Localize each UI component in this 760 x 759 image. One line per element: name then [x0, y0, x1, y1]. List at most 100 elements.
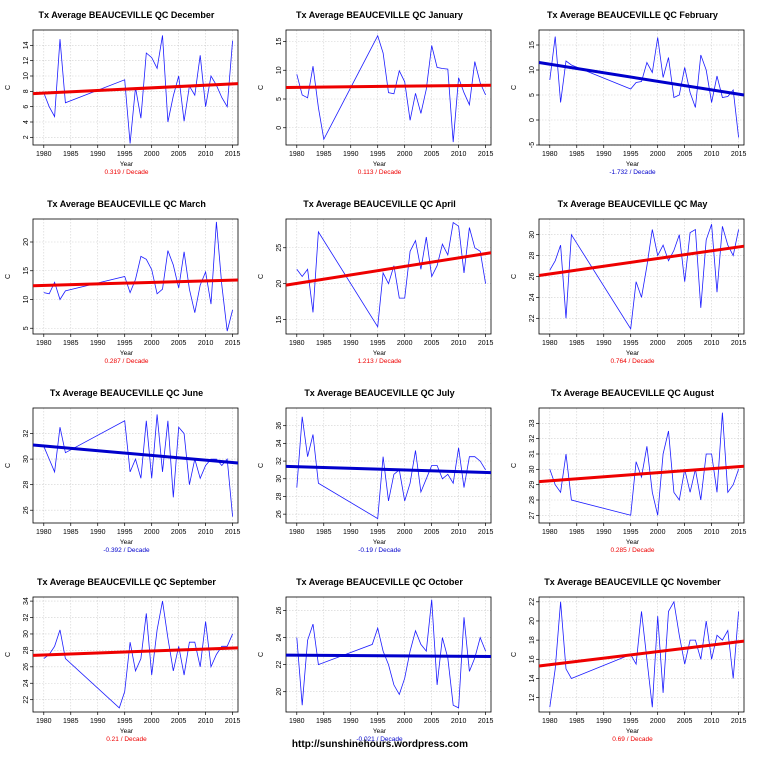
- trend-line: [285, 251, 492, 287]
- x-tick-label: 1990: [90, 718, 106, 725]
- y-tick-label: 24: [23, 679, 30, 687]
- y-tick-label: 30: [23, 630, 30, 638]
- x-tick-label: 1985: [316, 718, 332, 725]
- y-tick-label: 15: [276, 316, 283, 324]
- x-tick-label: 1985: [569, 151, 585, 158]
- y-tick-label: 26: [529, 273, 536, 281]
- x-tick-label: 2015: [478, 340, 494, 347]
- plot-frame: [538, 29, 745, 146]
- series-line: [296, 221, 486, 329]
- series-line: [43, 601, 233, 709]
- x-tick-label: 1980: [36, 529, 52, 536]
- x-tick-label: 2000: [650, 529, 666, 536]
- x-tick-label: 1995: [117, 718, 133, 725]
- y-axis-label: C: [258, 463, 265, 468]
- plot-frame: [538, 596, 745, 713]
- y-tick-label: 10: [23, 72, 30, 80]
- chart-title: Tx Average BEAUCEVILLE QC April: [303, 199, 456, 209]
- x-tick-label: 1990: [343, 529, 359, 536]
- x-tick-label: 1990: [343, 718, 359, 725]
- x-tick-label: 2005: [424, 718, 440, 725]
- x-tick-label: 2000: [650, 151, 666, 158]
- trend-rate-label: 0.764 / Decade: [610, 358, 655, 365]
- x-tick-label: 1985: [569, 529, 585, 536]
- x-tick-label: 1980: [36, 340, 52, 347]
- x-tick-label: 1980: [542, 529, 558, 536]
- x-tick-label: 1995: [117, 529, 133, 536]
- chart-svg: 1980 1985 1990 1995 2000 2005 2010 2015 20 22 24 26…: [258, 596, 493, 725]
- y-tick-label: 28: [23, 646, 30, 654]
- x-tick-label: 2000: [397, 718, 413, 725]
- series-line: [549, 412, 739, 516]
- x-axis-label: Year: [372, 350, 387, 357]
- trend-rate-label: 0.69 / Decade: [612, 736, 653, 743]
- x-tick-label: 1980: [289, 718, 305, 725]
- y-tick-label: 15: [529, 41, 536, 49]
- trend-rate-label: -1.732 / Decade: [609, 169, 656, 176]
- x-tick-label: 2000: [144, 151, 160, 158]
- chart-svg: 1980 1985 1990 1995 2000 2005 2010 2015 26 28 30 32…: [258, 407, 493, 536]
- x-tick-label: 2000: [144, 718, 160, 725]
- y-tick-label: 14: [23, 41, 30, 49]
- x-axis-label: Year: [625, 161, 640, 168]
- x-tick-label: 2005: [677, 340, 693, 347]
- x-tick-label: 2000: [144, 340, 160, 347]
- x-tick-label: 2010: [198, 340, 214, 347]
- x-tick-label: 1990: [343, 151, 359, 158]
- series-line: [43, 221, 233, 332]
- y-tick-label: 31: [529, 450, 536, 458]
- y-tick-label: 22: [276, 661, 283, 669]
- x-tick-label: 1985: [63, 718, 79, 725]
- y-tick-label: 26: [276, 607, 283, 615]
- plot-frame: [32, 407, 239, 524]
- x-tick-label: 2015: [225, 529, 241, 536]
- y-tick-label: 5: [23, 326, 30, 330]
- chart-title: Tx Average BEAUCEVILLE QC November: [544, 577, 721, 587]
- trend-line: [538, 61, 745, 97]
- x-tick-label: 1990: [596, 151, 612, 158]
- x-tick-label: 1995: [370, 340, 386, 347]
- chart-panel: Tx Average BEAUCEVILLE QC August 1980 1985…: [506, 378, 759, 567]
- plot-frame: [32, 218, 239, 335]
- y-tick-label: 8: [23, 89, 30, 93]
- x-tick-label: 2005: [677, 151, 693, 158]
- chart-title: Tx Average BEAUCEVILLE QC July: [304, 388, 455, 398]
- chart-title: Tx Average BEAUCEVILLE QC September: [37, 577, 216, 587]
- x-tick-label: 1985: [569, 718, 585, 725]
- x-tick-label: 1995: [623, 529, 639, 536]
- chart-svg: 1980 1985 1990 1995 2000 2005 2010 2015 15 20 25 C: [258, 218, 494, 347]
- y-tick-label: 12: [23, 57, 30, 65]
- x-tick-label: 1990: [596, 718, 612, 725]
- x-tick-label: 2005: [677, 529, 693, 536]
- x-tick-label: 2010: [451, 718, 467, 725]
- chart-panel: Tx Average BEAUCEVILLE QC September 1980 1…: [0, 567, 253, 756]
- x-tick-label: 2010: [451, 151, 467, 158]
- x-tick-label: 1980: [36, 718, 52, 725]
- x-tick-label: 2005: [171, 151, 187, 158]
- x-tick-label: 1995: [623, 340, 639, 347]
- y-tick-label: 26: [23, 506, 30, 514]
- y-tick-label: 32: [23, 430, 30, 438]
- trend-line: [285, 83, 492, 89]
- footer-url[interactable]: http://sunshinehours.wordpress.com: [291, 739, 469, 750]
- series-line: [549, 36, 739, 138]
- x-tick-label: 2010: [198, 718, 214, 725]
- y-axis-label: C: [511, 274, 518, 279]
- y-axis-label: C: [5, 274, 12, 279]
- x-tick-label: 2000: [650, 718, 666, 725]
- y-axis-label: C: [5, 463, 12, 468]
- y-axis-label: C: [258, 652, 265, 657]
- chart-title: Tx Average BEAUCEVILLE QC December: [38, 10, 215, 20]
- x-tick-label: 2000: [144, 529, 160, 536]
- x-tick-label: 2010: [451, 340, 467, 347]
- x-tick-label: 2015: [731, 529, 747, 536]
- y-tick-label: 28: [23, 481, 30, 489]
- x-tick-label: 1990: [596, 340, 612, 347]
- trend-rate-label: 0.113 / Decade: [357, 169, 402, 176]
- trend-line: [538, 244, 745, 277]
- x-tick-label: 1980: [542, 718, 558, 725]
- x-tick-label: 1985: [63, 340, 79, 347]
- y-axis-label: C: [511, 652, 518, 657]
- y-tick-label: 32: [23, 614, 30, 622]
